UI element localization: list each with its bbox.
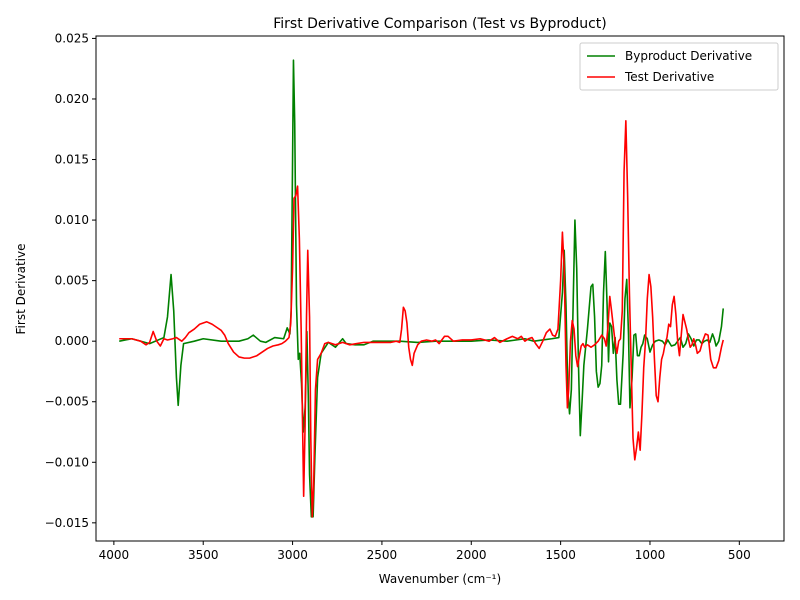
series-lines bbox=[119, 59, 725, 518]
y-tick-label: 0.000 bbox=[55, 334, 89, 348]
y-tick-label: −0.010 bbox=[45, 455, 89, 469]
x-tick-label: 4000 bbox=[99, 548, 130, 562]
y-tick-label: −0.005 bbox=[45, 395, 89, 409]
legend-box bbox=[579, 42, 779, 91]
x-tick-label: 500 bbox=[728, 548, 751, 562]
y-tick-label: 0.020 bbox=[55, 92, 89, 106]
y-tick-label: 0.005 bbox=[55, 274, 89, 288]
plot-area: 4000 3500 3000 2500 2000 1500 1000 500 −0.015 −0.… bbox=[45, 31, 785, 562]
y-tick-label: 0.015 bbox=[55, 153, 89, 167]
x-tick-label: 3500 bbox=[188, 548, 219, 562]
x-tick-label: 2500 bbox=[367, 548, 398, 562]
y-tick-label: 0.010 bbox=[55, 213, 89, 227]
y-tick-label: −0.015 bbox=[45, 516, 89, 530]
legend-label: Byproduct Derivative bbox=[625, 49, 752, 63]
x-tick-label: 3000 bbox=[277, 548, 308, 562]
legend: Byproduct Derivative Test Derivative bbox=[579, 42, 779, 91]
x-axis-label: Wavenumber (cm⁻¹) bbox=[379, 572, 501, 586]
axes-frame bbox=[95, 35, 785, 542]
series-line-test bbox=[119, 119, 725, 518]
x-tick-label: 1000 bbox=[635, 548, 666, 562]
y-tick-label: 0.025 bbox=[55, 31, 89, 45]
x-tick-label: 2000 bbox=[456, 548, 487, 562]
x-tick-label: 1500 bbox=[545, 548, 576, 562]
chart-title: First Derivative Comparison (Test vs Byp… bbox=[273, 16, 607, 32]
legend-label: Test Derivative bbox=[624, 70, 714, 84]
y-axis-label: First Derivative bbox=[14, 244, 28, 335]
